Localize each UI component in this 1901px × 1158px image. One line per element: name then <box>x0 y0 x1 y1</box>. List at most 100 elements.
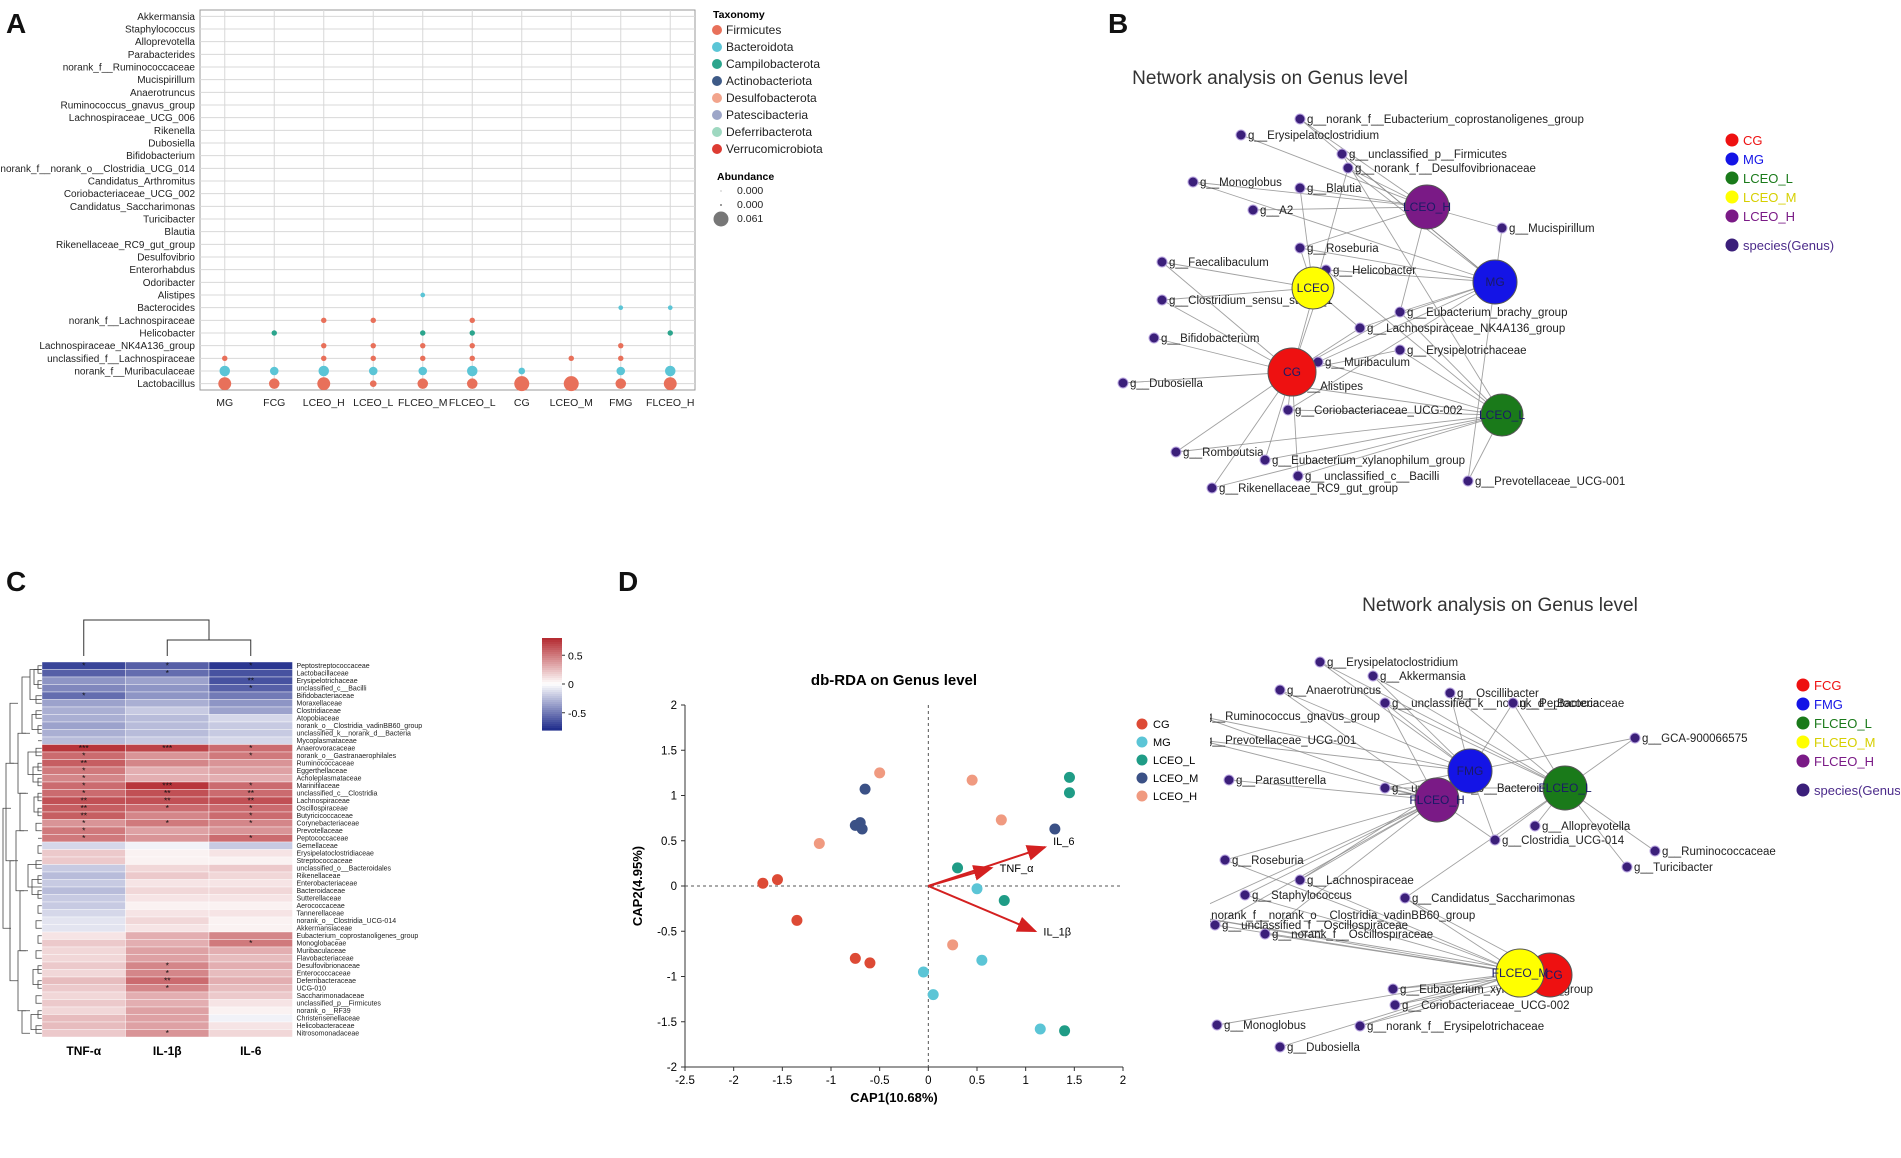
row-label: Eggerthellaceae <box>297 768 348 775</box>
network-edge <box>1287 281 1496 411</box>
significance-mark: * <box>249 661 253 671</box>
legend-dot <box>1136 790 1148 802</box>
genus-label: g__Eubacterium_brachy_group <box>1407 307 1567 319</box>
network-edge <box>1211 414 1503 489</box>
genus-label: g__norank_f__norank_o__Clostridia_vadinB… <box>1210 910 1475 922</box>
data-point <box>849 952 861 964</box>
network-edge <box>1279 972 1521 1048</box>
legend-label: Deferribacterota <box>726 125 812 139</box>
row-label: Lachnospiraceae <box>297 798 350 805</box>
colorbar-step <box>542 658 562 661</box>
colorbar-step <box>542 670 562 673</box>
heatmap-cell <box>41 676 126 685</box>
genus-label: g__A2 <box>1260 205 1293 217</box>
colorbar-step <box>542 694 562 697</box>
heatmap-cell <box>125 706 210 715</box>
genus-node <box>1274 684 1286 696</box>
significance-mark: * <box>166 1028 170 1038</box>
network-edge <box>1192 181 1496 283</box>
x-tick-label: 2 <box>1120 1075 1126 1087</box>
row-dendrogram <box>35 995 42 1004</box>
significance-mark: * <box>249 781 253 791</box>
bubble-point <box>664 365 676 377</box>
colorbar-step <box>542 644 562 647</box>
row-label: Erysipelotrichaceae <box>297 678 358 685</box>
genus-node <box>1294 242 1306 254</box>
data-point <box>859 783 871 795</box>
genus-node <box>1629 732 1641 744</box>
heatmap-cell <box>125 766 210 775</box>
row-label: Rikenellaceae <box>297 873 341 880</box>
heatmap-cell <box>208 721 293 730</box>
heatmap-cell <box>41 939 126 948</box>
taxon-label: Alloprevotella <box>135 37 195 48</box>
heatmap-cell <box>208 969 293 978</box>
heatmap-cell <box>125 946 210 955</box>
network-edge <box>1224 799 1438 861</box>
hub-node <box>1447 748 1493 794</box>
genus-node <box>1187 176 1199 188</box>
genus-node <box>1444 687 1456 699</box>
legend-dot <box>1136 718 1148 730</box>
heatmap-cell <box>125 826 210 835</box>
heatmap-cell <box>125 924 210 933</box>
legend-label: Desulfobacterota <box>726 91 817 105</box>
heatmap-cell <box>208 901 293 910</box>
significance-mark: * <box>82 781 86 791</box>
genus-node <box>1156 256 1168 268</box>
heatmap-cell <box>41 721 126 730</box>
heatmap-cell <box>208 894 293 903</box>
legend-label: Bacteroidota <box>726 40 794 54</box>
data-point <box>864 957 876 969</box>
genus-label: g__Peptococcaceae <box>1520 698 1624 710</box>
colorbar-step <box>542 702 562 705</box>
abundance-label: 0.000 <box>737 199 763 211</box>
heatmap-cell <box>125 691 210 700</box>
colorbar-step <box>542 650 562 653</box>
column-label: IL-6 <box>240 1044 262 1058</box>
heatmap-cell <box>41 886 126 895</box>
network-edge <box>1287 409 1503 416</box>
heatmap-cell <box>208 1029 293 1038</box>
data-point <box>947 939 959 951</box>
network-edge <box>1293 385 1503 416</box>
heatmap-cell <box>125 999 210 1008</box>
x-axis-label: CAP1(10.68%) <box>850 1090 937 1105</box>
x-tick-label: -2 <box>729 1075 739 1087</box>
row-label: Mycoplasmataceae <box>297 738 357 745</box>
taxon-label: Dubosiella <box>148 139 195 150</box>
bubble-point <box>469 355 475 362</box>
bubble-point <box>420 355 426 362</box>
data-point <box>1063 771 1075 783</box>
genus-label: g__Helicobacter <box>1333 265 1416 277</box>
colorbar-step <box>542 664 562 667</box>
hub-label: FLCEO_H <box>1409 793 1464 807</box>
hub-node <box>1495 948 1545 998</box>
heatmap-cell <box>208 691 293 700</box>
heatmap-cell <box>125 879 210 888</box>
panel-label-a: A <box>6 8 27 39</box>
genus-node <box>1156 294 1168 306</box>
significance-mark: * <box>82 826 86 836</box>
colorbar-step <box>542 684 562 687</box>
genus-label: g__Erysipelatoclostridium <box>1248 130 1379 142</box>
heatmap-cell <box>125 841 210 850</box>
network-edge <box>1467 281 1496 482</box>
row-label: Corynebacteriaceae <box>297 820 360 827</box>
heatmap-cell <box>208 916 293 925</box>
legend-label: FLCEO_L <box>1814 716 1872 731</box>
x-tick-label: -2.5 <box>675 1075 695 1087</box>
colorbar-step <box>542 678 562 681</box>
colorbar-step <box>542 642 562 645</box>
genus-node <box>1219 854 1231 866</box>
hub-label: LCEO <box>1297 281 1330 295</box>
colorbar-step <box>542 714 562 717</box>
network-edge <box>1372 675 1471 772</box>
significance-mark: * <box>166 803 170 813</box>
y-tick-label: 2 <box>671 700 677 712</box>
taxon-label: Lachnospiraceae_NK4A136_group <box>39 341 195 352</box>
heatmap-cell <box>41 871 126 880</box>
network-edge <box>1319 661 1566 789</box>
genus-label: g__Mucispirillum <box>1509 223 1595 235</box>
heatmap-cell <box>208 766 293 775</box>
